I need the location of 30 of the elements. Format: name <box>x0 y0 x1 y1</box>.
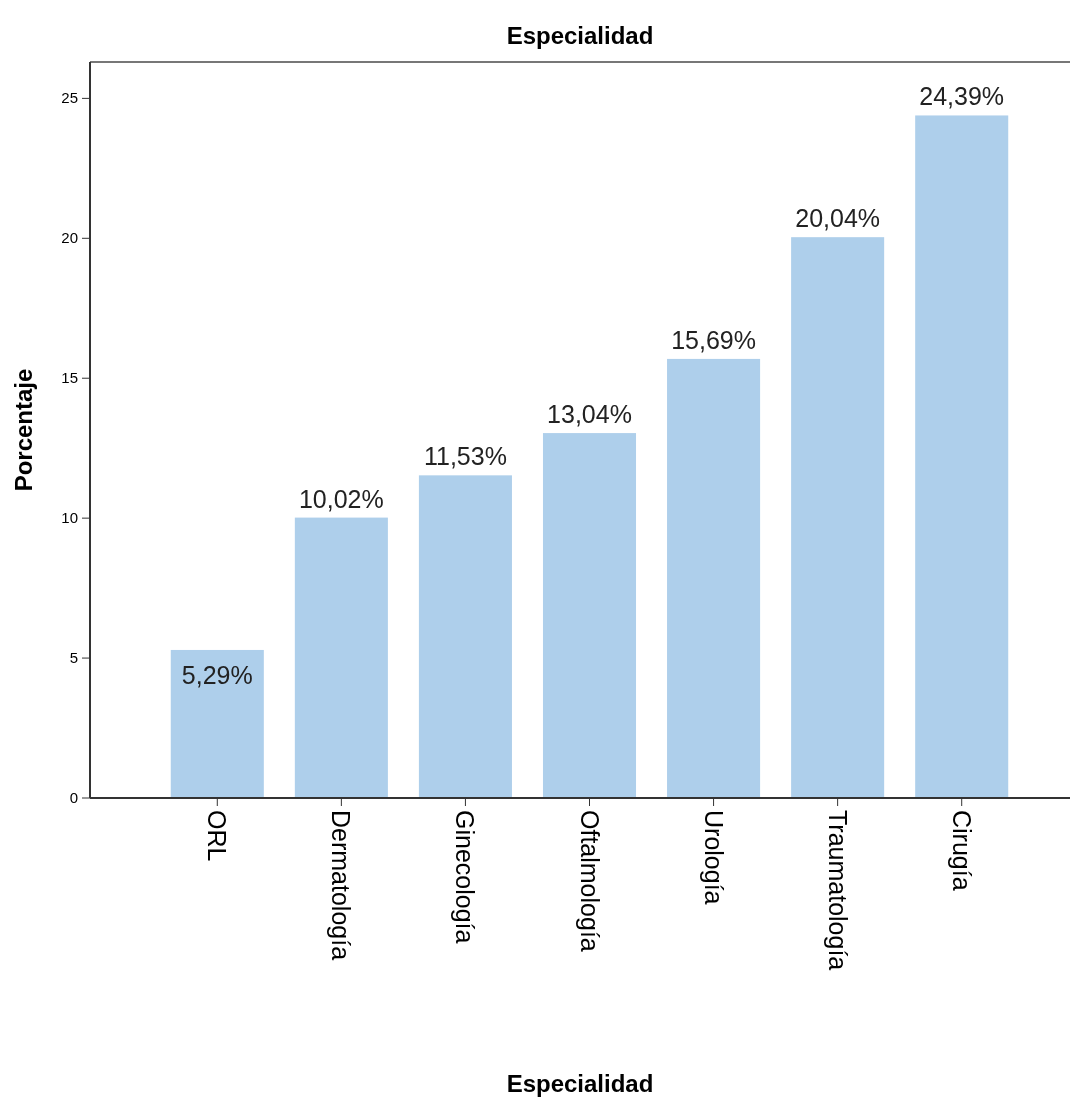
data-label: 20,04% <box>795 204 881 233</box>
chart-title: Especialidad <box>506 22 654 49</box>
data-label: 5,29% <box>181 660 253 689</box>
bar <box>667 358 761 798</box>
x-tick-label: Oftalmología <box>575 810 604 952</box>
bar <box>418 475 512 798</box>
y-tick-label: 0 <box>69 789 78 806</box>
bar <box>294 517 388 798</box>
x-tick-label: Traumatología <box>823 810 852 971</box>
data-label: 10,02% <box>298 484 384 513</box>
data-label: 13,04% <box>547 400 632 429</box>
x-tick-label: Cirugía <box>947 810 976 891</box>
y-axis-title: Porcentaje <box>10 368 37 492</box>
bar <box>542 433 637 798</box>
data-label: 24,39% <box>919 82 1005 111</box>
y-tick-label: 5 <box>69 649 78 667</box>
x-axis-title: Especialidad <box>506 1070 654 1097</box>
x-tick-label: Dermatología <box>327 810 356 961</box>
x-tick-label: ORL <box>203 810 232 862</box>
y-tick-label: 20 <box>61 229 78 247</box>
x-tick-label: Urología <box>699 810 728 905</box>
y-tick-label: 15 <box>61 369 78 387</box>
x-tick-label: Ginecología <box>451 810 480 944</box>
data-label: 15,69% <box>671 325 756 354</box>
data-label: 11,53% <box>423 442 507 471</box>
y-tick-label: 10 <box>61 509 78 527</box>
bar <box>791 237 885 798</box>
bar <box>170 649 264 798</box>
bar <box>915 115 1009 798</box>
y-tick-label: 25 <box>61 89 78 107</box>
